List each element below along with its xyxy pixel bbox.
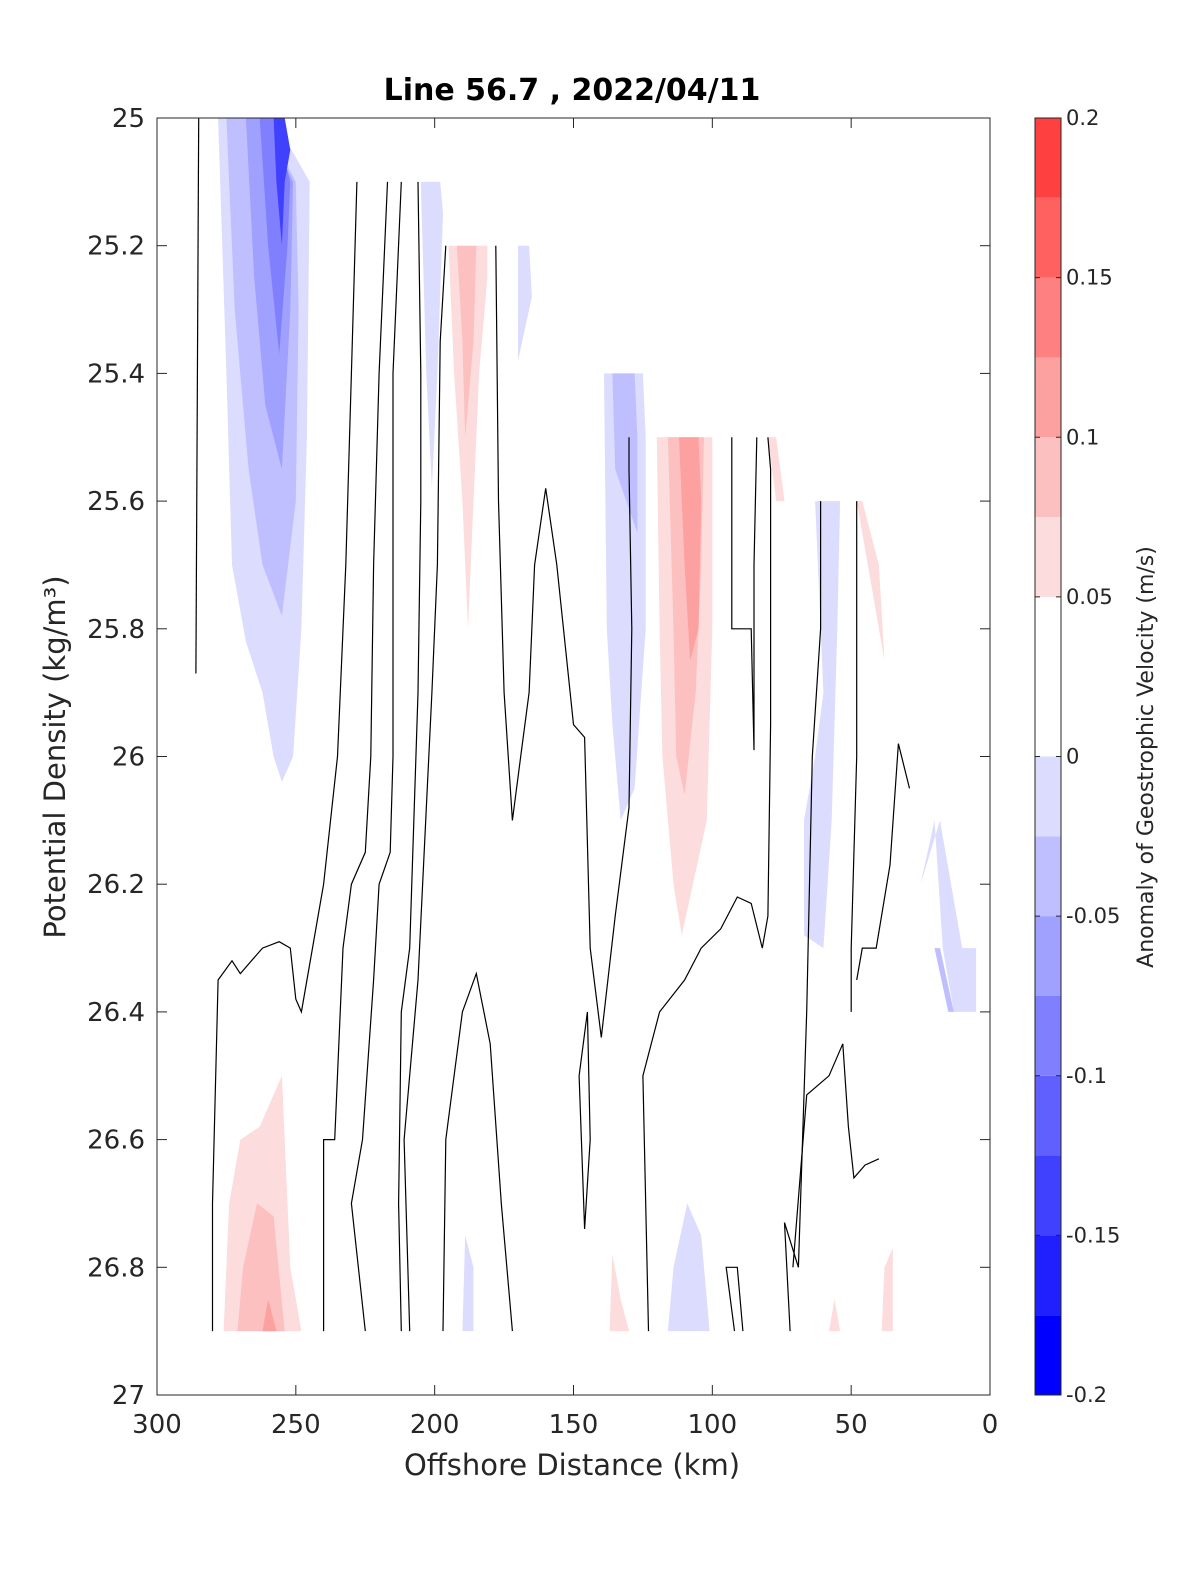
y-axis-label: Potential Density (kg/m³) <box>38 575 72 938</box>
colorbar-band <box>1035 1315 1061 1395</box>
colorbar-band <box>1035 277 1061 358</box>
colorbar-label: Anomaly of Geostrophic Velocity (m/s) <box>1134 546 1159 968</box>
region-neg-deep-110 <box>667 1203 710 1332</box>
zero-contour-9 <box>578 1011 591 1230</box>
x-tick-label: 200 <box>410 1410 460 1440</box>
region-neg-core-offshore-5 <box>273 118 291 246</box>
zero-contour-3 <box>323 181 389 1332</box>
filled-contour-regions <box>201 118 977 1332</box>
x-tick-label: 300 <box>132 1410 182 1440</box>
colorbar-tick-label: -0.05 <box>1066 904 1120 928</box>
region-neg-pool-165 <box>518 245 532 361</box>
colorbar-band <box>1035 1075 1061 1156</box>
y-tick-label: 26.8 <box>87 1253 145 1283</box>
x-axis-label: Offshore Distance (km) <box>404 1448 740 1482</box>
colorbar-band <box>1035 1235 1061 1316</box>
zero-contour-12 <box>725 1266 744 1332</box>
region-pos-blob-40 <box>856 501 885 661</box>
y-tick-label: 27 <box>112 1381 145 1411</box>
y-tick-label: 25.6 <box>87 487 145 517</box>
colorbar-band <box>1035 437 1061 518</box>
colorbar-tick-label: 0.2 <box>1066 106 1099 130</box>
zero-contour-14 <box>850 501 858 1012</box>
zero-contour-10 <box>642 437 772 1332</box>
zero-contour-2 <box>211 181 358 1332</box>
zero-contour-1 <box>195 118 200 674</box>
y-tick-label: 25.4 <box>87 359 145 389</box>
colorbar: 0.2 0.15 0.1 0.05 0 -0.05 -0.1 -0.15 -0.2 <box>1034 106 1120 1407</box>
region-neg-deep-190 <box>462 1235 474 1332</box>
region-pos-blob-78 <box>767 437 785 502</box>
region-pos-deep-260 <box>223 1075 302 1332</box>
x-tick-label: 0 <box>982 1410 999 1440</box>
y-tick-label: 26.4 <box>87 998 145 1028</box>
colorbar-tick-label: 0.15 <box>1066 266 1113 290</box>
region-neg-thin-200 <box>420 181 443 489</box>
colorbar-band <box>1035 517 1061 597</box>
chart-title: Line 56.7 , 2022/04/11 <box>384 73 761 108</box>
region-neg-col-55 <box>804 501 841 949</box>
zero-contour-11 <box>731 437 758 751</box>
x-tick-label: 150 <box>549 1410 599 1440</box>
zero-contour-5 <box>397 181 422 1332</box>
colorbar-band <box>1035 596 1061 677</box>
region-pos-deep-260-c <box>262 1299 277 1332</box>
zero-contour-13 <box>783 501 822 1332</box>
x-tick-label: 50 <box>835 1410 868 1440</box>
y-axis: 25 25.2 25.4 25.6 25.8 26 26.2 26.4 26.6 26.8 27 <box>87 104 990 1411</box>
colorbar-band <box>1035 756 1061 837</box>
y-tick-label: 26 <box>112 743 145 773</box>
region-neg-blob-20 <box>920 820 977 1012</box>
zero-contour-16 <box>856 743 911 981</box>
colorbar-tick-label: -0.2 <box>1066 1383 1107 1407</box>
zero-contour-7 <box>442 971 513 1332</box>
region-pos-deep-55 <box>829 1299 841 1332</box>
y-tick-label: 25 <box>112 104 145 134</box>
colorbar-band <box>1035 357 1061 438</box>
region-pos-deep-35 <box>881 1248 893 1332</box>
region-neg-col-130-b <box>612 373 638 533</box>
colorbar-tick-label: 0 <box>1066 745 1079 769</box>
region-pos-column-190-b <box>456 245 477 438</box>
y-tick-label: 25.8 <box>87 615 145 645</box>
y-tick-label: 26.6 <box>87 1126 145 1156</box>
colorbar-tick-label: -0.15 <box>1066 1223 1120 1247</box>
zero-contour-8 <box>495 245 633 1038</box>
colorbar-tick-label: 0.1 <box>1066 425 1099 449</box>
region-pos-column-105-c <box>679 437 702 661</box>
colorbar-tick-label: -0.1 <box>1066 1064 1107 1088</box>
colorbar-band <box>1035 1155 1061 1236</box>
region-pos-column-190 <box>448 245 488 629</box>
colorbar-tick-label: 0.05 <box>1066 585 1113 609</box>
colorbar-band <box>1035 197 1061 278</box>
plot-area <box>157 118 990 1395</box>
zero-contour-lines <box>195 118 911 1332</box>
zero-contour-6 <box>403 245 447 1332</box>
region-pos-deep-260-b <box>237 1203 285 1332</box>
region-pos-deep-135 <box>609 1254 629 1332</box>
y-tick-label: 26.2 <box>87 870 145 900</box>
region-neg-blob-20-b <box>934 948 954 1012</box>
colorbar-band <box>1035 676 1061 757</box>
zero-contour-4 <box>350 181 402 1332</box>
x-tick-label: 250 <box>271 1410 321 1440</box>
colorbar-band <box>1035 836 1061 917</box>
y-tick-label: 25.2 <box>87 232 145 262</box>
colorbar-band <box>1035 995 1061 1076</box>
x-tick-label: 100 <box>688 1410 738 1440</box>
x-axis: 300 250 200 150 100 50 0 <box>132 118 998 1440</box>
colorbar-band <box>1035 118 1061 198</box>
zero-contour-15 <box>792 1043 880 1268</box>
colorbar-band <box>1035 916 1061 996</box>
